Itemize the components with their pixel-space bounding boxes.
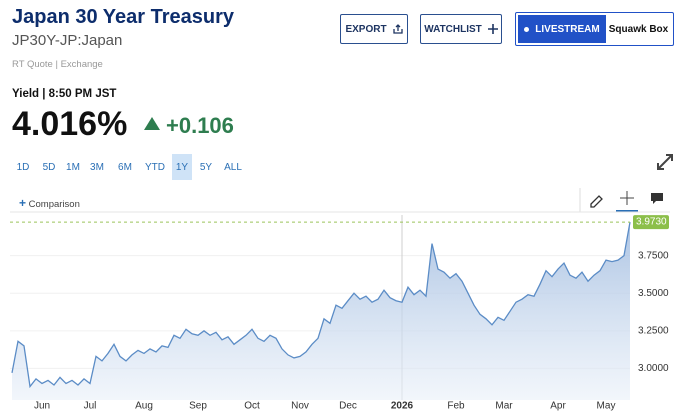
plus-icon bbox=[487, 24, 498, 34]
x-tick-label: May bbox=[597, 401, 616, 412]
range-button[interactable]: 6M bbox=[118, 161, 132, 173]
x-tick-label: Nov bbox=[291, 401, 309, 412]
price-line bbox=[11, 221, 631, 389]
yield-change: +0.106 bbox=[166, 113, 234, 138]
watchlist-label: WATCHLIST bbox=[424, 23, 482, 35]
comment-icon[interactable] bbox=[651, 193, 663, 204]
range-button[interactable]: YTD bbox=[145, 161, 165, 173]
x-tick-label: Sep bbox=[189, 401, 207, 412]
title: Japan 30 Year Treasury bbox=[12, 6, 235, 28]
crosshair-icon[interactable] bbox=[620, 191, 634, 205]
export-button[interactable]: EXPORT bbox=[340, 14, 408, 44]
last-value-label: 3.9730 bbox=[636, 217, 667, 228]
x-tick-label: Dec bbox=[339, 401, 357, 412]
x-tick-label: Apr bbox=[550, 401, 566, 412]
range-button[interactable]: 1M bbox=[66, 161, 80, 173]
y-tick-label: 3.0000 bbox=[638, 363, 669, 374]
y-tick-label: 3.2500 bbox=[638, 325, 669, 336]
x-tick-label: Jun bbox=[34, 401, 50, 412]
livestream-button[interactable]: LIVESTREAM bbox=[518, 15, 606, 43]
livestream-group: LIVESTREAM Squawk Box bbox=[515, 12, 674, 46]
range-button[interactable]: 1Y bbox=[172, 154, 192, 180]
y-tick-label: 3.5000 bbox=[638, 288, 669, 299]
range-button[interactable]: 1D bbox=[16, 161, 30, 173]
expand-icon[interactable] bbox=[656, 153, 674, 171]
range-button[interactable]: 5D bbox=[42, 161, 56, 173]
y-tick-label: 3.7500 bbox=[638, 250, 669, 261]
symbol: JP30Y-JP:Japan bbox=[12, 32, 123, 49]
source: RT Quote | Exchange bbox=[12, 59, 103, 70]
range-button[interactable]: 3M bbox=[90, 161, 104, 173]
last-value-tag bbox=[633, 215, 669, 230]
livestream-label: LIVESTREAM bbox=[535, 23, 600, 35]
x-tick-label: 2026 bbox=[391, 401, 414, 412]
watchlist-button[interactable]: WATCHLIST bbox=[420, 14, 502, 44]
comparison-button[interactable]: + Comparison bbox=[19, 196, 80, 210]
export-icon bbox=[392, 24, 403, 34]
x-tick-label: Feb bbox=[447, 401, 465, 412]
live-dot bbox=[524, 26, 530, 32]
draw-icon[interactable] bbox=[590, 195, 603, 208]
up-arrow bbox=[144, 117, 160, 130]
x-tick-label: Jul bbox=[84, 401, 97, 412]
yield-label: Yield | 8:50 PM JST bbox=[12, 88, 117, 100]
squawk-button[interactable]: Squawk Box bbox=[608, 23, 669, 35]
range-button[interactable]: ALL bbox=[224, 161, 242, 173]
export-label: EXPORT bbox=[345, 23, 387, 35]
x-tick-label: Mar bbox=[495, 401, 513, 412]
comparison-label: Comparison bbox=[28, 199, 80, 210]
x-tick-label: Aug bbox=[135, 401, 153, 412]
area-fill bbox=[12, 222, 630, 400]
range-button[interactable]: 5Y bbox=[199, 161, 213, 173]
x-tick-label: Oct bbox=[244, 401, 260, 412]
yield-value: 4.016% bbox=[12, 105, 128, 143]
